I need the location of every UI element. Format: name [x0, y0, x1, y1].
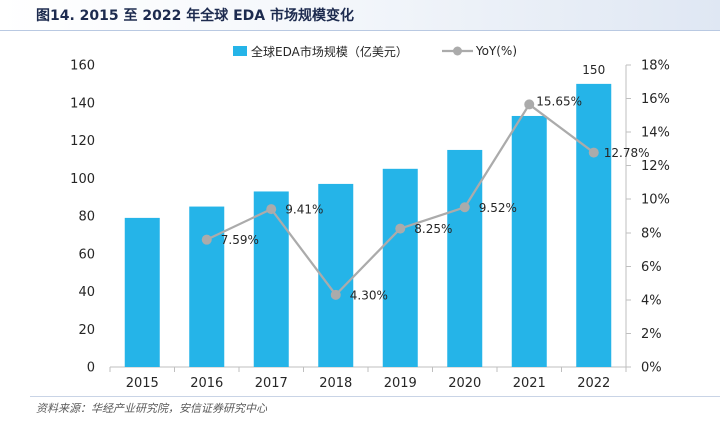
- yoy-line-series: [201, 99, 599, 300]
- yoy-data-label: 7.59%: [221, 233, 259, 247]
- bar: [189, 206, 225, 367]
- x-tick-label: 2015: [126, 376, 159, 391]
- yoy-data-label: 4.30%: [350, 288, 388, 302]
- left-tick-label: 160: [70, 59, 95, 74]
- right-tick-label: 6%: [641, 260, 662, 275]
- left-tick-label: 0: [87, 361, 95, 376]
- left-tick-label: 20: [78, 323, 95, 338]
- legend-line-swatch: [441, 46, 473, 56]
- left-tick-label: 140: [70, 96, 95, 111]
- right-tick-label: 16%: [641, 92, 670, 107]
- bar: [382, 168, 418, 367]
- source-divider: [30, 396, 720, 397]
- data-labels: 150 7.59% 9.41% 4.30% 8.25% 9.52% 15.65% 12.78%: [221, 63, 650, 302]
- left-tick-label: 40: [78, 285, 95, 300]
- legend: 全球EDA市场规模（亿美元） YoY(%): [233, 43, 517, 59]
- bar-data-label: 150: [582, 63, 605, 77]
- right-tick-label: 18%: [641, 59, 670, 74]
- x-tick-label: 2019: [384, 376, 417, 391]
- legend-item-bar: 全球EDA市场规模（亿美元）: [233, 43, 408, 60]
- right-tick-label: 8%: [641, 226, 662, 241]
- bar: [576, 83, 612, 367]
- yoy-marker: [588, 147, 599, 158]
- right-tick-label: 12%: [641, 159, 670, 174]
- yoy-marker: [201, 234, 212, 245]
- bar: [253, 191, 289, 367]
- bar: [318, 183, 354, 367]
- yoy-data-label: 9.41%: [285, 203, 323, 217]
- title-band: [0, 0, 720, 31]
- legend-bar-label: 全球EDA市场规模（亿美元）: [251, 44, 408, 59]
- bar: [511, 115, 547, 368]
- source-note: 资料来源：华经产业研究院，安信证券研究中心: [36, 402, 267, 415]
- left-tick-label: 60: [78, 247, 95, 262]
- x-axis: 2015 2016 2017 2018 2019 2020 2021 2022: [109, 366, 627, 391]
- yoy-marker: [266, 204, 277, 215]
- legend-line-marker: [452, 46, 462, 56]
- yoy-data-label: 15.65%: [536, 94, 582, 108]
- x-tick-label: 2018: [319, 376, 352, 391]
- yoy-data-label: 12.78%: [604, 146, 650, 160]
- legend-item-line: YoY(%): [441, 44, 518, 58]
- right-tick-label: 14%: [641, 126, 670, 141]
- bar: [447, 149, 483, 367]
- x-tick-label: 2021: [513, 376, 546, 391]
- right-tick-label: 10%: [641, 193, 670, 208]
- left-tick-label: 80: [78, 210, 95, 225]
- yoy-data-label: 9.52%: [479, 201, 517, 215]
- legend-line-label: YoY(%): [475, 44, 518, 58]
- right-tick-label: 4%: [641, 293, 662, 308]
- right-tick-label: 0%: [641, 361, 662, 376]
- left-tick-label: 100: [70, 172, 95, 187]
- left-axis: 0 20 40 60 80 100 120 140 160: [70, 59, 95, 376]
- bar: [124, 217, 160, 367]
- legend-bar-swatch: [233, 46, 247, 56]
- x-tick-label: 2022: [577, 376, 610, 391]
- yoy-marker: [330, 289, 341, 300]
- yoy-marker: [395, 223, 406, 234]
- yoy-marker: [459, 202, 470, 213]
- chart-title: 图14. 2015 至 2022 年全球 EDA 市场规模变化: [36, 8, 354, 24]
- yoy-marker: [524, 99, 535, 110]
- x-tick-label: 2020: [448, 376, 481, 391]
- x-tick-label: 2017: [255, 376, 288, 391]
- yoy-data-label: 8.25%: [414, 222, 452, 236]
- left-tick-label: 120: [70, 134, 95, 149]
- x-tick-label: 2016: [190, 376, 223, 391]
- right-axis: 0% 2% 4% 6% 8% 10% 12% 14% 16% 18%: [625, 59, 670, 376]
- bar-series: [124, 83, 612, 368]
- right-tick-label: 2%: [641, 327, 662, 342]
